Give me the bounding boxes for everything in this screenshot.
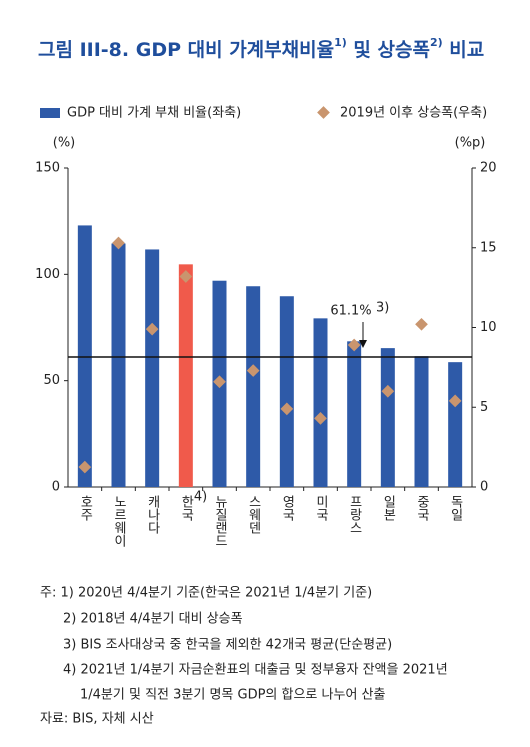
note: 주: 1) 2020년 4/4분기 기준(한국은 2021년 1/4분기 기준) bbox=[40, 586, 372, 601]
bar bbox=[380, 348, 395, 487]
x-tick-label: 프랑스 bbox=[347, 495, 362, 534]
x-tick-label: 영국 bbox=[279, 495, 294, 521]
x-tick-label: 뉴질랜드 bbox=[212, 495, 227, 547]
note: 4) 2021년 1/4분기 자금순환표의 대출금 및 정부융자 잔액을 202… bbox=[63, 663, 448, 678]
diamond-marker bbox=[145, 322, 159, 336]
bar bbox=[347, 341, 362, 487]
y2-tick-label: 5 bbox=[480, 400, 488, 415]
x-tick-label: 노르웨이 bbox=[111, 495, 126, 547]
diamond-marker bbox=[112, 236, 125, 250]
x-tick-label: 한국 bbox=[178, 495, 193, 521]
note: 3) BIS 조사대상국 중 한국을 제외한 42개국 평균(단순평균) bbox=[63, 638, 392, 653]
chart-title: 그림 III-8. GDP 대비 가계부채비율1) 및 상승폭2) 비교 bbox=[38, 36, 484, 61]
note: 2) 2018년 4/4분기 대비 상승폭 bbox=[63, 612, 243, 627]
diamond-marker bbox=[448, 394, 462, 408]
diamond-marker bbox=[415, 317, 428, 331]
diamond-marker bbox=[381, 384, 395, 398]
diamond-marker bbox=[213, 375, 226, 389]
y-unit: (%) bbox=[53, 136, 76, 151]
y2-tick-label: 15 bbox=[480, 240, 497, 255]
x-tick-label: 캐나다 bbox=[145, 495, 160, 534]
y2-tick-label: 0 bbox=[480, 480, 488, 495]
bar bbox=[111, 243, 126, 487]
category-note: 4) bbox=[194, 490, 207, 505]
title-text: 및 상승폭 bbox=[347, 39, 430, 61]
y2-tick-label: 20 bbox=[480, 161, 497, 176]
bar bbox=[448, 362, 463, 487]
y2-unit: (%p) bbox=[455, 136, 486, 151]
legend-label: GDP 대비 가계 부채 비율(좌축) bbox=[67, 106, 241, 121]
y-tick-label: 100 bbox=[35, 267, 60, 282]
x-tick-label: 호주 bbox=[77, 495, 92, 521]
diamond-marker bbox=[246, 364, 260, 377]
bar bbox=[313, 318, 328, 487]
y-tick-label: 150 bbox=[35, 161, 60, 176]
title-sup: 2) bbox=[430, 36, 443, 49]
note: 자료: BIS, 자체 시산 bbox=[40, 712, 154, 727]
diamond-marker bbox=[314, 412, 327, 425]
bar bbox=[178, 264, 193, 487]
bar bbox=[279, 296, 294, 487]
x-tick-label: 중국 bbox=[414, 495, 429, 521]
bar bbox=[77, 225, 92, 488]
x-tick-label: 스웨덴 bbox=[246, 495, 261, 534]
bar bbox=[145, 249, 160, 487]
diamond-marker bbox=[347, 338, 361, 352]
title-text: 그림 III-8. GDP 대비 가계부채비율 bbox=[38, 39, 334, 61]
y-tick-label: 50 bbox=[43, 373, 60, 388]
x-tick-label: 일본 bbox=[380, 495, 395, 521]
reference-note: 3) bbox=[376, 301, 389, 316]
x-tick-label: 독일 bbox=[448, 495, 463, 521]
title-text: 비교 bbox=[443, 39, 485, 61]
title-sup: 1) bbox=[334, 36, 347, 49]
note: 1/4분기 및 직전 3분기 명목 GDP의 합으로 나누어 산출 bbox=[80, 688, 385, 703]
reference-label: 61.1% bbox=[330, 304, 371, 319]
bar bbox=[246, 286, 261, 487]
bar bbox=[414, 356, 429, 487]
diamond-marker bbox=[280, 402, 294, 416]
y-tick-label: 0 bbox=[52, 480, 60, 495]
arrow-head bbox=[359, 340, 367, 349]
diamond-marker bbox=[78, 460, 92, 474]
legend-swatch bbox=[317, 106, 330, 119]
diamond-marker bbox=[179, 270, 193, 283]
legend-swatch bbox=[40, 108, 60, 118]
legend-label: 2019년 이후 상승폭(우축) bbox=[340, 106, 487, 121]
y2-tick-label: 10 bbox=[480, 320, 497, 335]
x-tick-label: 미국 bbox=[313, 495, 328, 521]
